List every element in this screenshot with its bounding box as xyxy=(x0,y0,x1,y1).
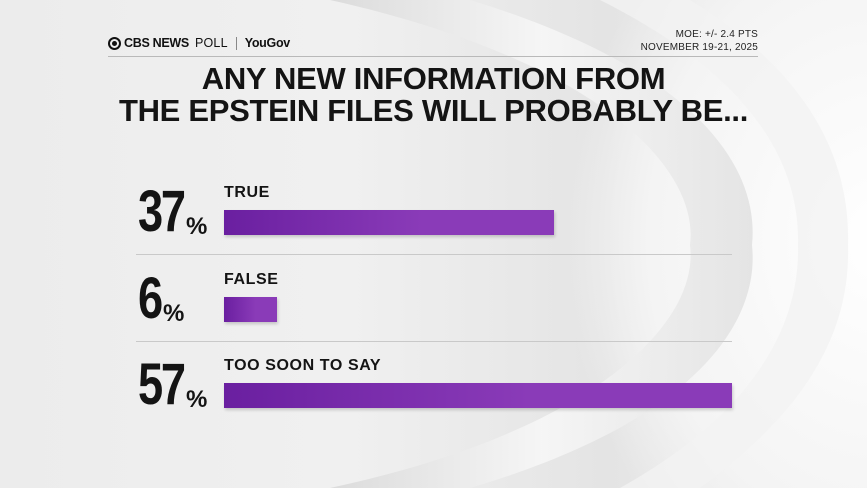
brand-poll: POLL xyxy=(194,36,228,50)
bar xyxy=(224,210,554,235)
brand-partner: YouGov xyxy=(244,36,291,50)
margin-of-error: MOE: +/- 2.4 PTS xyxy=(675,29,758,40)
row-divider xyxy=(136,341,732,342)
data-label-value: 37 xyxy=(138,179,186,244)
data-label-unit: % xyxy=(163,300,185,327)
chart-title-line-1: ANY NEW INFORMATION FROM xyxy=(201,61,666,96)
brand-separator xyxy=(235,36,237,50)
brand-logo: CBS NEWS POLL YouGov xyxy=(108,35,290,51)
category-label: TOO SOON TO SAY xyxy=(224,357,382,374)
data-label-unit: % xyxy=(186,213,208,240)
poll-meta: MOE: +/- 2.4 PTS NOVEMBER 19-21, 2025 xyxy=(641,28,758,54)
header-bar: CBS NEWS POLL YouGov MOE: +/- 2.4 PTS NO… xyxy=(108,28,758,56)
data-label: 37% xyxy=(138,179,207,244)
data-label-value: 57 xyxy=(138,352,186,417)
data-label-value: 6 xyxy=(138,266,163,331)
category-label: TRUE xyxy=(224,184,270,201)
category-label: FALSE xyxy=(224,271,279,288)
chart-title: ANY NEW INFORMATION FROM THE EPSTEIN FIL… xyxy=(60,63,807,127)
header-rule xyxy=(108,56,758,57)
bar xyxy=(224,297,277,322)
data-label: 57% xyxy=(138,352,207,417)
row-divider xyxy=(136,254,732,255)
poll-dates: NOVEMBER 19-21, 2025 xyxy=(640,42,758,53)
cbs-eye-icon xyxy=(108,36,121,50)
chart-title-line-2: THE EPSTEIN FILES WILL PROBABLY BE... xyxy=(118,93,749,128)
data-label: 6% xyxy=(138,266,184,331)
bar xyxy=(224,383,732,408)
data-label-unit: % xyxy=(186,386,208,413)
brand-cbs: CBS NEWS xyxy=(124,36,189,50)
